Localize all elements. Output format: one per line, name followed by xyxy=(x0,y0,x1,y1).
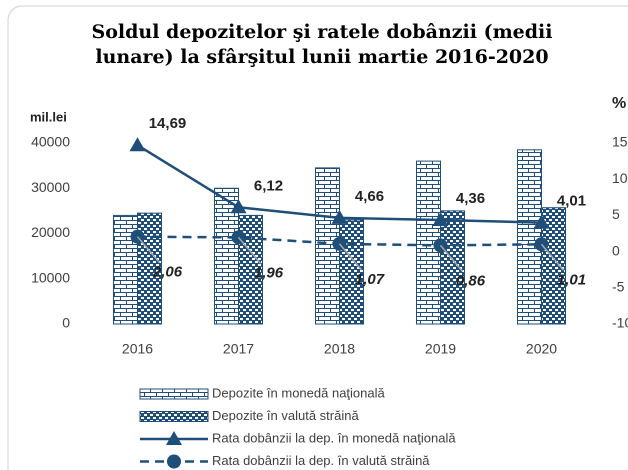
bar xyxy=(339,219,364,325)
legend-label: Rata dobânzii la dep. în monedă naţional… xyxy=(212,430,456,445)
y2-tick-label: -5 xyxy=(612,279,625,295)
bar xyxy=(440,210,465,325)
x-tick-label: 2019 xyxy=(425,341,456,357)
x-tick-label: 2020 xyxy=(526,341,557,357)
data-label: 4,66 xyxy=(355,188,384,205)
data-label: 1,01 xyxy=(557,271,586,288)
y-tick-label: 20000 xyxy=(31,224,70,240)
legend-label: Depozite în valută străină xyxy=(212,408,359,423)
data-label: 4,01 xyxy=(557,193,586,210)
point xyxy=(230,199,247,214)
chart-title: Soldul depozitelor şi ratele dobânzii (m… xyxy=(91,21,552,43)
leader-line xyxy=(237,236,262,264)
legend-label: Depozite în monedă naţională xyxy=(212,385,386,400)
data-label: 0,86 xyxy=(456,272,486,289)
y2-axis-label: % xyxy=(612,95,626,112)
data-label: 1,07 xyxy=(355,271,385,288)
data-label: 6,12 xyxy=(254,177,283,194)
legend-marker xyxy=(167,454,181,469)
bar xyxy=(517,149,542,325)
leader-line xyxy=(338,243,363,271)
x-tick-label: 2017 xyxy=(223,341,254,357)
point xyxy=(432,212,449,227)
y2-tick-label: 10 xyxy=(612,170,628,186)
legend-label: Rata dobânzii la dep. în valută străină xyxy=(212,453,430,468)
frame xyxy=(7,5,628,470)
data-label: 14,69 xyxy=(149,115,187,132)
bar xyxy=(238,214,263,325)
data-label: 4,36 xyxy=(456,190,485,207)
y-tick-label: 30000 xyxy=(31,179,70,195)
y-tick-label: 10000 xyxy=(31,269,70,285)
legend-swatch xyxy=(139,388,209,400)
leader-line xyxy=(540,243,565,271)
data-label: 1,96 xyxy=(254,264,284,281)
y2-tick-label: 5 xyxy=(612,206,620,222)
chart-title: lunare) la sfârşitul lunii martie 2016-2… xyxy=(95,46,548,68)
leader-line xyxy=(439,244,464,272)
bar xyxy=(113,214,138,325)
y2-tick-label: 0 xyxy=(612,242,620,258)
y-axis-label: mil.lei xyxy=(30,109,67,124)
point xyxy=(533,214,550,229)
legend-swatch xyxy=(139,411,209,422)
x-tick-label: 2016 xyxy=(122,341,153,357)
y2-tick-label: 15 xyxy=(612,134,628,150)
y-tick-label: 40000 xyxy=(31,134,70,150)
data-label: 2,06 xyxy=(152,264,183,281)
point xyxy=(331,209,348,224)
x-tick-label: 2018 xyxy=(324,341,355,357)
point xyxy=(129,137,146,152)
y2-tick-label: -10 xyxy=(612,315,628,331)
y-tick-label: 0 xyxy=(62,315,70,331)
legend-marker xyxy=(166,431,182,445)
leader-line xyxy=(136,236,161,264)
